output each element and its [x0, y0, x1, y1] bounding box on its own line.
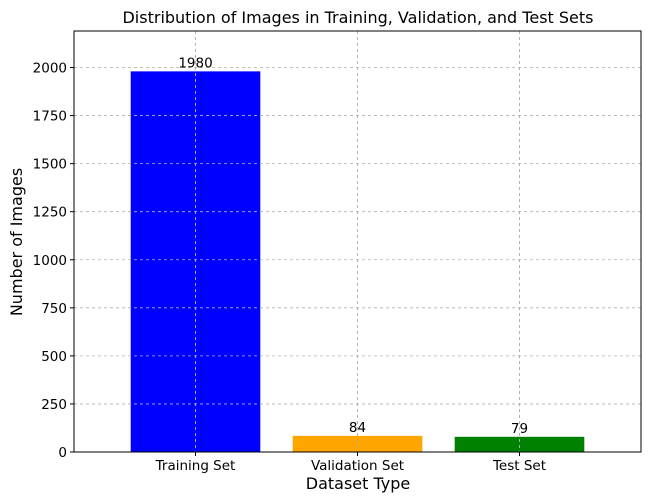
data-label-1: 84: [349, 420, 366, 436]
y-tick-label-1: 250: [41, 397, 67, 413]
x-tick-label-2: Test Set: [492, 458, 546, 474]
y-tick-label-7: 1750: [33, 109, 67, 125]
x-tick-label-0: Training Set: [155, 458, 236, 474]
y-tick-label-6: 1500: [33, 157, 67, 173]
y-tick-label-0: 0: [58, 445, 67, 461]
y-axis-label: Number of Images: [7, 168, 26, 316]
chart-title: Distribution of Images in Training, Vali…: [122, 8, 593, 27]
y-tick-label-4: 1000: [33, 253, 67, 269]
axes: 0 250 500 750 1000 1250 1500 1750 2000 Training S…: [33, 30, 642, 474]
data-label-0: 1980: [178, 55, 212, 71]
y-tick-label-3: 750: [41, 301, 67, 317]
bar-1: [292, 435, 423, 452]
bar-2: [454, 436, 585, 452]
x-axis-label: Dataset Type: [306, 474, 411, 493]
x-tick-label-1: Validation Set: [311, 458, 404, 474]
y-tick-label-5: 1250: [33, 205, 67, 221]
y-tick-label-8: 2000: [33, 61, 67, 77]
data-labels: 1980 84 79: [178, 55, 528, 436]
y-tick-label-2: 500: [41, 349, 67, 365]
data-label-2: 79: [511, 421, 528, 437]
